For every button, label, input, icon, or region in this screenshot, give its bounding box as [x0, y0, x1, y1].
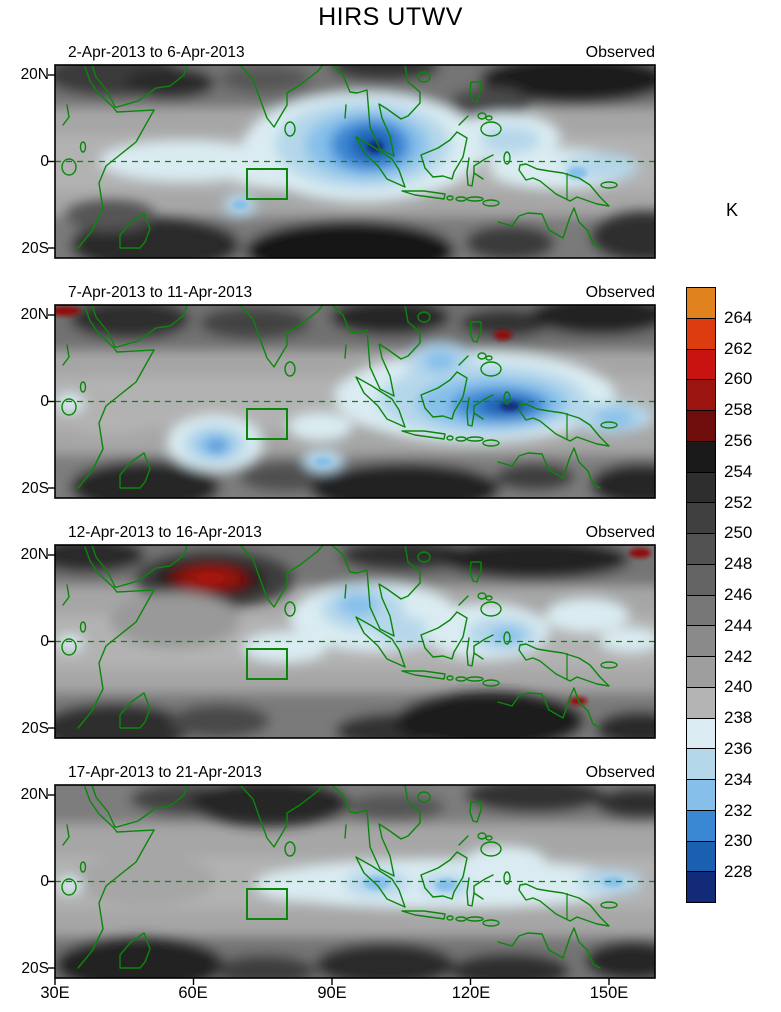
contour-field-panel-3: [55, 545, 655, 738]
panel3-ytick-20n: 20N: [20, 546, 49, 563]
colorbar-tick-label: 238: [724, 708, 753, 728]
colorbar-tick-label: 258: [724, 400, 753, 420]
panel4-ytick-20s: 20S: [21, 960, 49, 977]
contour-field-panel-4: [55, 785, 655, 978]
colorbar-cell: [687, 780, 715, 811]
xtick-90e: 90E: [317, 984, 347, 1002]
colorbar: [686, 287, 716, 903]
panel3-observed-label: Observed: [585, 524, 655, 541]
map-panel-1: [48, 64, 656, 259]
colorbar-tick-label: 256: [724, 431, 753, 450]
panel4-ytick-20n: 20N: [20, 786, 49, 803]
colorbar-cell: [687, 503, 715, 534]
contour-field-panel-1: [55, 65, 655, 258]
map-panel-3: [48, 544, 656, 739]
colorbar-cell: [687, 749, 715, 780]
colorbar-cell: [687, 810, 715, 842]
panel1-observed-label: Observed: [585, 44, 655, 61]
map-panel-4: [48, 784, 656, 985]
colorbar-tick-label: 252: [724, 492, 753, 512]
panel2-ytick-20n: 20N: [20, 306, 49, 323]
colorbar-cell: [687, 657, 715, 688]
colorbar-cell: [687, 841, 715, 873]
colorbar-tick-label: 232: [724, 800, 753, 820]
panel1-date-range: 2-Apr-2013 to 6-Apr-2013: [68, 44, 245, 61]
colorbar-cell: [687, 687, 715, 719]
colorbar-cell: [687, 718, 715, 750]
xtick-30e: 30E: [40, 984, 70, 1002]
colorbar-tick-label: 240: [724, 677, 753, 697]
panel4-date-range: 17-Apr-2013 to 21-Apr-2013: [68, 764, 262, 781]
colorbar-tick-label: 230: [724, 831, 753, 851]
contour-field-panel-2: [55, 305, 655, 498]
colorbar-tick-label: 264: [724, 307, 753, 327]
colorbar-tick-label: 236: [724, 739, 753, 758]
colorbar-tick-label: 260: [724, 369, 753, 389]
colorbar-cell: [687, 441, 715, 473]
colorbar-cell: [687, 318, 715, 350]
colorbar-tick-label: 242: [724, 646, 753, 666]
colorbar-cell: [687, 380, 715, 411]
colorbar-cell: [687, 872, 715, 902]
xtick-150e: 150E: [589, 984, 629, 1002]
colorbar-tick-label: 262: [724, 338, 753, 358]
colorbar-tick-label: 234: [724, 769, 753, 789]
colorbar-tick-label: 254: [724, 461, 753, 481]
panel3-date-range: 12-Apr-2013 to 16-Apr-2013: [68, 524, 262, 541]
colorbar-tick-label: 248: [724, 554, 753, 574]
panel3-ytick-20s: 20S: [21, 720, 49, 737]
panel2-ytick-0: 0: [40, 393, 49, 410]
colorbar-cell: [687, 595, 715, 627]
panel4-observed-label: Observed: [585, 764, 655, 781]
colorbar-tick-label: 244: [724, 615, 753, 635]
colorbar-tick-label: 246: [724, 585, 753, 604]
xtick-120e: 120E: [451, 984, 491, 1002]
panel1-ytick-20s: 20S: [21, 240, 49, 257]
colorbar-cell: [687, 472, 715, 504]
colorbar-cell: [687, 411, 715, 442]
colorbar-cell: [687, 288, 715, 319]
panel4-ytick-0: 0: [40, 873, 49, 890]
xtick-60e: 60E: [178, 984, 208, 1002]
colorbar-cell: [687, 349, 715, 381]
panel1-ytick-0: 0: [40, 153, 49, 170]
colorbar-tick-label: 228: [724, 862, 753, 882]
figure-title: HIRS UTWV: [318, 3, 463, 31]
colorbar-cell: [687, 564, 715, 596]
panel1-ytick-20n: 20N: [20, 66, 49, 83]
colorbar-cell: [687, 534, 715, 565]
colorbar-tick-label: 250: [724, 523, 753, 543]
colorbar-labels: 264 262 260 258 256 254 252 250 248 246 244 242 240 2…: [724, 287, 776, 903]
panel2-ytick-20s: 20S: [21, 480, 49, 497]
panel2-date-range: 7-Apr-2013 to 11-Apr-2013: [68, 284, 253, 301]
panel2-observed-label: Observed: [585, 284, 655, 301]
colorbar-unit-label: K: [725, 200, 738, 220]
map-panel-2: [48, 304, 656, 499]
panel3-ytick-0: 0: [40, 633, 49, 650]
colorbar-cell: [687, 626, 715, 657]
